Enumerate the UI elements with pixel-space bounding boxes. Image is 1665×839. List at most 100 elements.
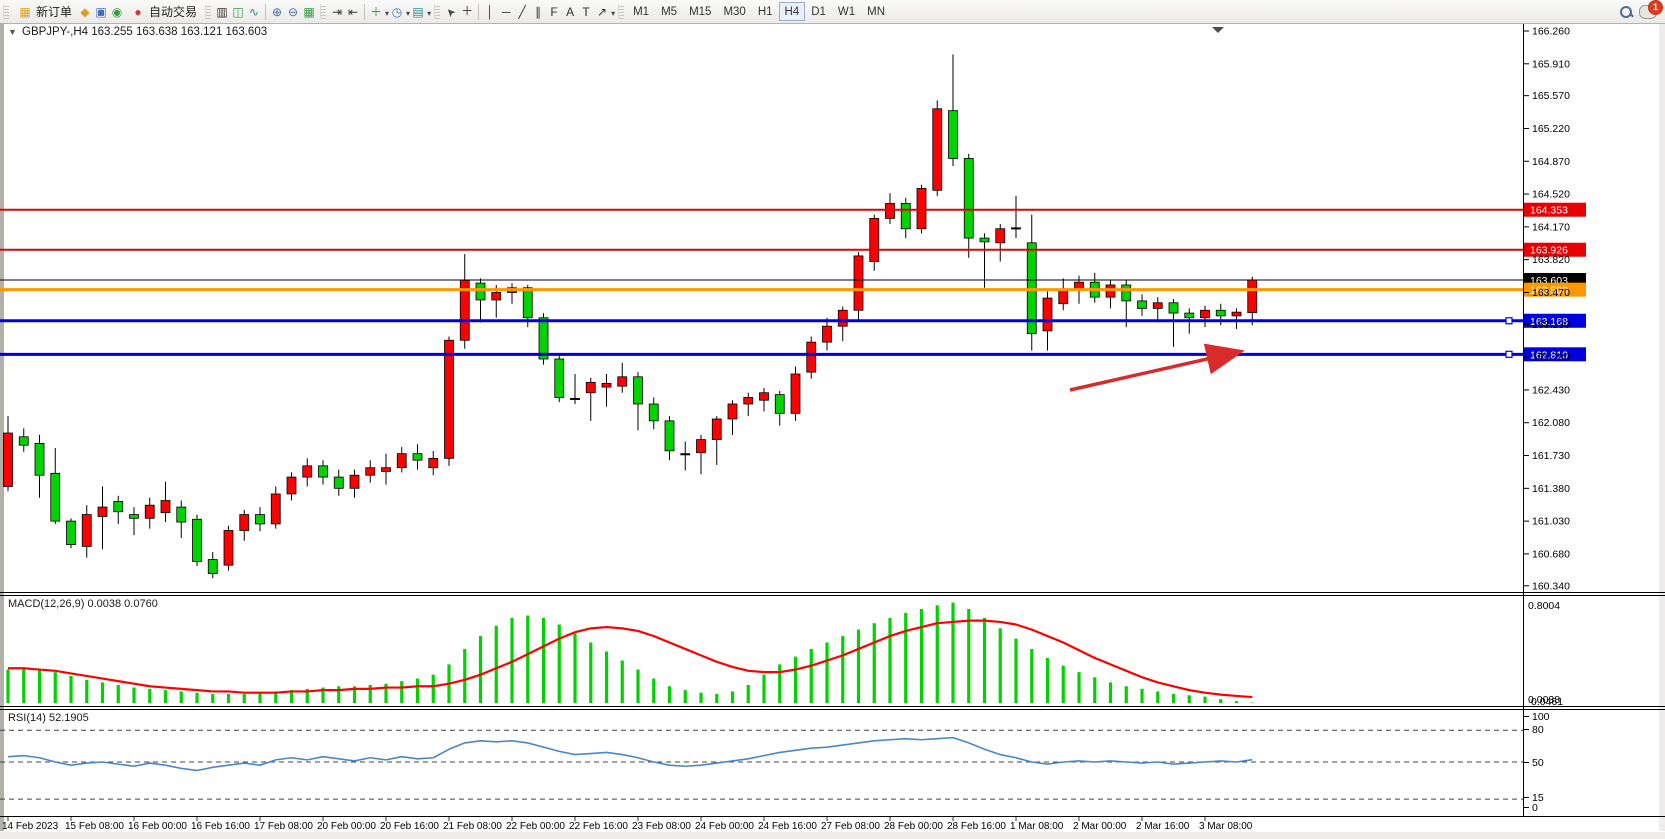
price-tick-label: 160.340 — [1532, 580, 1570, 592]
candle-body — [570, 397, 580, 400]
arrow-annotation[interactable] — [1069, 343, 1245, 392]
candle-body — [1058, 289, 1069, 305]
timeframe-button-w1[interactable]: W1 — [837, 5, 856, 18]
chart-shift-marker-icon[interactable] — [1212, 27, 1224, 33]
gold-package-icon[interactable]: ◆ — [80, 4, 90, 19]
horizontal-line-icon[interactable]: ─ — [501, 4, 511, 19]
crosshair-icon[interactable]: ＋ — [461, 4, 474, 18]
candle-body — [806, 341, 817, 373]
horizontal-price-lines: 164.353163.926163.603163.500163.168162.8… — [0, 202, 1586, 362]
time-label: 15 Feb 08:00 — [65, 821, 124, 832]
text-label-icon[interactable]: T — [582, 4, 590, 19]
new-order-button[interactable]: ▦ 新订单 — [12, 1, 77, 22]
timeframe-button-mn[interactable]: MN — [867, 5, 886, 18]
candlestick-chart-icon[interactable]: ◫ — [232, 4, 244, 19]
price-tick-label: 163.470 — [1532, 287, 1570, 299]
time-label: 14 Feb 2023 — [2, 821, 59, 832]
candle-body — [3, 432, 13, 487]
new-order-label: 新订单 — [36, 5, 73, 19]
price-label-box-162.810 — [1524, 347, 1586, 362]
chart-autoscroll-icon[interactable]: ⇤ — [348, 4, 359, 19]
candle-body — [192, 518, 202, 562]
zoom-out-icon[interactable]: ⊖ — [288, 4, 299, 19]
window-chart-icon[interactable]: ▣ — [95, 4, 107, 19]
line-chart-icon[interactable]: ∿ — [249, 4, 260, 19]
trendline-icon[interactable]: ╱ — [518, 4, 526, 19]
price-axis[interactable]: 166.260 165.910 165.570 165.220 164.870 164.5… — [1524, 26, 1570, 593]
vertical-line-icon[interactable]: │ — [486, 4, 494, 19]
price-label-box-164.353 — [1524, 202, 1586, 217]
rsi-line — [7, 736, 1253, 772]
price-tick-label: 162.780 — [1532, 352, 1570, 364]
search-icon[interactable] — [1619, 5, 1633, 19]
period-clock-icon[interactable]: ◷ — [391, 4, 403, 19]
price-label-164.353: 164.353 — [1530, 205, 1568, 217]
candle-body — [286, 476, 297, 495]
time-label: 24 Feb 16:00 — [758, 821, 817, 832]
candle-body — [129, 514, 139, 519]
bottom-window-strip — [0, 832, 1665, 839]
arrows-icon[interactable]: ↗ — [597, 4, 608, 19]
notifications-icon[interactable]: 1 — [1639, 0, 1663, 19]
candle-body — [885, 203, 895, 219]
zoom-in-icon[interactable]: ⊕ — [272, 4, 283, 19]
price-label-163.500: 163.500 — [1530, 285, 1568, 297]
equidistant-channel-icon[interactable]: ∥ — [535, 4, 542, 19]
timeframe-button-m1[interactable]: M1 — [633, 5, 650, 18]
chart-template-icon[interactable]: ▤ — [412, 4, 424, 19]
candle-body — [948, 110, 958, 159]
arrows-icon-caret[interactable]: ▾ — [611, 8, 616, 18]
price-tick-label: 161.730 — [1532, 450, 1570, 462]
auto-trading-icon: ● — [134, 4, 142, 19]
toolbar-grip[interactable] — [3, 4, 9, 19]
timeframe-button-m30[interactable]: M30 — [723, 5, 746, 18]
candle-body — [1231, 311, 1242, 317]
bar-chart-icon[interactable]: ▥ — [216, 4, 228, 19]
candle-body — [1042, 297, 1053, 332]
rsi-scale-label: 50 — [1532, 757, 1544, 769]
toolbar-grip[interactable] — [320, 4, 327, 19]
right-window-edge — [1659, 24, 1665, 831]
time-axis[interactable]: 14 Feb 2023 15 Feb 08:00 16 Feb 00:00 16 Fe… — [2, 817, 1253, 832]
candle-body — [1184, 312, 1195, 319]
rsi-label: RSI(14) 52.1905 — [8, 712, 89, 724]
timeframe-button-h1[interactable]: H1 — [757, 5, 773, 18]
candle-body — [1011, 227, 1021, 230]
pane-separators[interactable] — [0, 24, 1665, 817]
time-label: 2 Mar 00:00 — [1073, 821, 1127, 832]
rsi-scale-label: 80 — [1532, 724, 1544, 736]
period-clock-icon-caret[interactable]: ▾ — [406, 8, 411, 18]
candle-body — [1247, 279, 1258, 314]
line-handle[interactable] — [1505, 350, 1513, 358]
chart-collapse-arrow-icon[interactable]: ▼ — [8, 27, 17, 37]
toolbar-grip[interactable] — [618, 4, 625, 19]
price-label-163.926: 163.926 — [1530, 245, 1568, 257]
candle-body — [869, 218, 880, 262]
timeframe-button-m5[interactable]: M5 — [661, 5, 678, 18]
add-indicator-icon-caret[interactable]: ▾ — [385, 8, 390, 18]
text-icon[interactable]: A — [566, 4, 575, 19]
macd-label: MACD(12,26,9) 0.0038 0.0760 — [8, 598, 158, 610]
auto-trading-button[interactable]: ● 自动交易 — [125, 1, 202, 22]
time-label: 1 Mar 08:00 — [1010, 821, 1064, 832]
rsi-scale-label: 0 — [1532, 802, 1538, 814]
candle-body — [680, 453, 691, 456]
chart-template-icon-caret[interactable]: ▾ — [427, 8, 432, 18]
timeframe-button-m15[interactable]: M15 — [689, 5, 712, 18]
timeframe-button-d1[interactable]: D1 — [811, 5, 826, 18]
toolbar-grip[interactable] — [434, 4, 441, 19]
candle-body — [1152, 302, 1163, 309]
signal-broadcast-icon[interactable]: ◉ — [111, 4, 123, 19]
add-indicator-icon[interactable]: ＋ — [370, 4, 383, 19]
timeframe-button-h4[interactable]: H4 — [778, 2, 806, 21]
candle-body — [81, 514, 92, 547]
line-handle[interactable] — [1505, 317, 1513, 325]
chart-shift-icon[interactable]: ⇥ — [332, 4, 343, 19]
fibonacci-icon[interactable]: F — [550, 4, 558, 19]
tile-windows-icon[interactable]: ▦ — [303, 4, 315, 19]
toolbar-grip[interactable] — [205, 4, 212, 19]
price-tick-label: 165.220 — [1532, 123, 1570, 135]
toolbar-separator — [265, 3, 267, 20]
candle-body — [318, 465, 328, 478]
